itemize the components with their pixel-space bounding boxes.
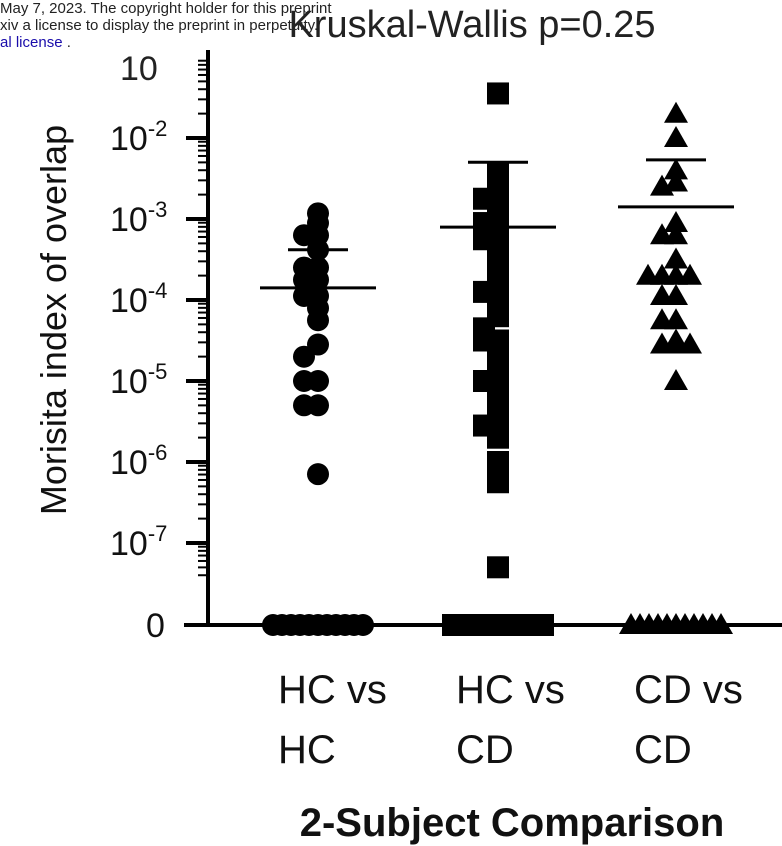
- data-point: [664, 247, 688, 269]
- y-tick-label-zero: 0: [146, 607, 165, 645]
- data-point: [307, 309, 329, 332]
- preprint-banner-line-1: May 7, 2023. The copyright holder for th…: [0, 0, 332, 17]
- y-tick-label: 10-4: [110, 278, 167, 320]
- data-point: [664, 101, 688, 123]
- data-point: [664, 170, 688, 192]
- data-point: [650, 283, 674, 305]
- data-point: [664, 369, 688, 390]
- data-marks: [260, 82, 734, 636]
- data-point: [487, 471, 509, 494]
- y-axis-label: Morisita index of overlap: [33, 125, 74, 515]
- axes: 10 10-2 10-3 10-4 10-5 10-6 10-7 0 HC vs HC HC vs C…: [110, 50, 782, 772]
- data-point: [293, 268, 315, 291]
- data-point: [664, 158, 688, 180]
- x-category-label: HC vs: [278, 668, 387, 712]
- data-point: [487, 451, 509, 473]
- data-point: [487, 82, 509, 105]
- y-tick-label-top: 10: [120, 50, 158, 88]
- data-point: [664, 126, 688, 147]
- y-tick-label: 10-6: [110, 440, 167, 482]
- data-point: [650, 223, 674, 245]
- x-category-label: HC vs: [456, 668, 565, 712]
- y-tick-label: 10-2: [110, 116, 167, 158]
- preprint-banner-line-3: al license .: [0, 34, 71, 51]
- x-category-label: CD vs: [634, 668, 743, 712]
- data-point: [293, 370, 315, 392]
- data-point: [650, 174, 674, 196]
- data-point: [487, 386, 509, 409]
- data-point: [487, 426, 509, 449]
- x-category-label: CD: [634, 728, 692, 772]
- data-point-zero: [532, 614, 554, 636]
- data-point-zero: [709, 613, 733, 634]
- y-tick-label: 10-5: [110, 359, 167, 401]
- data-point: [678, 263, 702, 285]
- data-point: [650, 308, 674, 330]
- data-point: [636, 263, 660, 285]
- data-point: [678, 332, 702, 354]
- y-tick-label: 10-3: [110, 197, 167, 239]
- data-point: [293, 224, 315, 247]
- x-category-label: HC: [278, 728, 336, 772]
- data-point: [307, 463, 329, 486]
- x-category-label: CD: [456, 728, 514, 772]
- data-point-zero: [352, 614, 374, 636]
- x-axis-label: 2-Subject Comparison: [300, 801, 725, 845]
- data-point: [293, 345, 315, 368]
- license-link[interactable]: al license: [0, 34, 63, 51]
- data-point: [487, 556, 509, 579]
- preprint-banner-line-2: xiv a license to display the preprint in…: [0, 17, 319, 34]
- data-point: [664, 211, 688, 233]
- y-tick-label: 10-7: [110, 521, 167, 563]
- data-point: [650, 332, 674, 354]
- data-point: [293, 394, 315, 417]
- license-link-tail: .: [62, 34, 71, 51]
- chart-title: Kruskal-Wallis p=0.25: [288, 4, 655, 46]
